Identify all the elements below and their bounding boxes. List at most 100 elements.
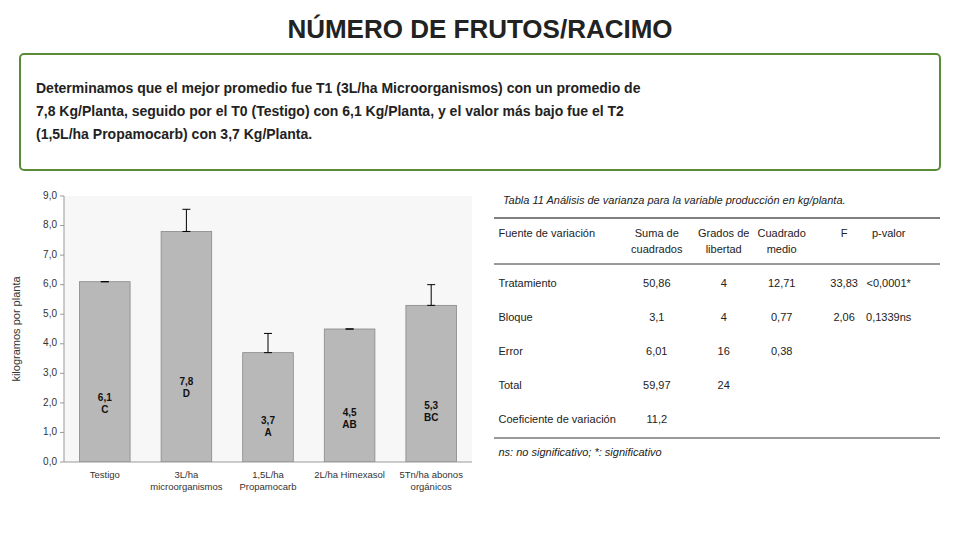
table-rule: [494, 218, 940, 219]
data-label: 6,1C: [98, 392, 112, 415]
text-line: 2L/ha Himexasol: [314, 469, 385, 480]
table-cell: 3,1: [649, 311, 664, 323]
text-line: (1,5L/ha Propamocarb) con 3,7 Kg/Planta.: [36, 126, 312, 142]
y-axis-label: kilogramos por planta: [10, 276, 22, 382]
text-line: medio: [767, 243, 797, 255]
data-label: 4,5AB: [342, 407, 357, 430]
error-line: [268, 333, 269, 352]
data-labels: 6,1C 7,8D 3,7A 4,5AB 5,3BC: [98, 376, 439, 438]
error-cap: [264, 352, 272, 353]
error-cap: [346, 329, 354, 330]
x-axis-line: [64, 462, 472, 463]
y-tick: [60, 225, 64, 226]
error-bar: [427, 285, 435, 306]
table-header: p-valor: [872, 227, 906, 239]
text-line: F: [841, 227, 848, 239]
text-line: Determinamos que el mejor promedio fue T…: [36, 80, 641, 96]
data-label: 5,3BC: [424, 400, 439, 423]
text-line: 7,8: [179, 376, 193, 387]
y-tick-label: 8,0: [43, 219, 57, 230]
table-cell: 2,06: [833, 311, 854, 323]
y-tick-label: 9,0: [43, 190, 57, 201]
text-line: p-valor: [872, 227, 906, 239]
table-cell: 4: [721, 277, 727, 289]
bar: [161, 231, 212, 462]
bars: [80, 231, 457, 462]
text-line: microorganismos: [150, 481, 223, 492]
table-header: F: [841, 227, 848, 239]
error-bar: [101, 281, 109, 282]
text-line: 5Tn/ha abonos: [400, 469, 464, 480]
error-cap: [182, 209, 190, 210]
text-line: Grados de: [698, 227, 749, 239]
error-line: [186, 209, 187, 231]
y-tick: [60, 255, 64, 256]
table-cell: Coeficiente de variación: [498, 413, 615, 425]
table-header: Fuente de variación: [498, 227, 595, 239]
background: [0, 0, 960, 540]
text-line: 3L/ha: [175, 469, 199, 480]
text-line: A: [264, 427, 271, 438]
y-tick: [60, 462, 64, 463]
x-tick-label: 3L/hamicroorganismos: [150, 469, 223, 492]
error-bar: [346, 329, 354, 330]
table-cell: 12,71: [768, 277, 796, 289]
y-tick: [60, 432, 64, 433]
y-tick: [60, 196, 64, 197]
error-cap: [427, 305, 435, 306]
title: NÚMERO DE FRUTOS/RACIMO: [287, 14, 672, 44]
table-cell: Tratamiento: [498, 277, 556, 289]
text-line: cuadrados: [631, 243, 683, 255]
x-tick-label: 1,5L/haPropamocarb: [239, 469, 296, 492]
y-axis-line: [64, 196, 65, 462]
error-bar: [264, 333, 272, 352]
y-tick-label: 1,0: [43, 426, 57, 437]
text-line: Cuadrado: [758, 227, 806, 239]
x-tick-label: 5Tn/ha abonosorgánicos: [400, 469, 464, 492]
text-line: BC: [424, 412, 438, 423]
description-box: [20, 54, 940, 170]
text-line: orgánicos: [411, 481, 452, 492]
text-line: D: [183, 388, 190, 399]
text-line: 7,8 Kg/Planta, seguido por el T0 (Testig…: [36, 103, 624, 119]
y-tick-label: 3,0: [43, 367, 57, 378]
data-label: 3,7A: [261, 415, 275, 438]
y-tick: [60, 373, 64, 374]
text-line: 1,5L/ha: [252, 469, 284, 480]
table-cell: 0,77: [771, 311, 792, 323]
bar: [324, 329, 375, 462]
text-line: Fuente de variación: [498, 227, 595, 239]
y-tick: [60, 284, 64, 285]
table-rule: [494, 264, 940, 265]
error-cap: [264, 333, 272, 334]
error-cap: [101, 281, 109, 282]
y-tick: [60, 343, 64, 344]
x-axis: Testigo3L/hamicroorganismos1,5L/haPropam…: [90, 469, 463, 492]
data-label: 7,8D: [179, 376, 193, 399]
error-cap: [346, 329, 354, 330]
error-bar: [182, 209, 190, 231]
table-cell: 0,1339ns: [866, 311, 912, 323]
table-cell: 59,97: [643, 379, 671, 391]
table-cell: 33,83: [830, 277, 858, 289]
y-tick-label: 4,0: [43, 337, 57, 348]
plot-area: [64, 196, 472, 462]
text-line: AB: [342, 419, 356, 430]
text-line: 3,7: [261, 415, 275, 426]
y-tick: [60, 314, 64, 315]
error-line: [431, 285, 432, 306]
table-cell: Bloque: [498, 311, 532, 323]
table-cell: Total: [498, 379, 521, 391]
error-bars: [101, 209, 435, 352]
table-header: Grados delibertad: [698, 227, 749, 255]
anova-table: Tabla 11 Análisis de varianza para la va…: [494, 194, 940, 458]
y-tick-label: 6,0: [43, 278, 57, 289]
text-line: 4,5: [343, 407, 357, 418]
table-title: Tabla 11 Análisis de varianza para la va…: [503, 194, 846, 206]
text-line: Propamocarb: [239, 481, 296, 492]
error-cap: [427, 284, 435, 285]
bar: [243, 353, 294, 462]
table-cell: 0,38: [771, 345, 792, 357]
x-tick-label: 2L/ha Himexasol: [314, 469, 385, 480]
table-cell: 50,86: [643, 277, 671, 289]
